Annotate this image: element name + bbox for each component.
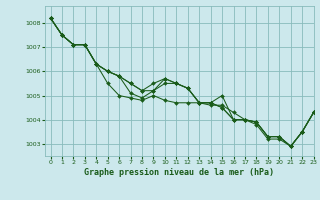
X-axis label: Graphe pression niveau de la mer (hPa): Graphe pression niveau de la mer (hPa): [84, 168, 274, 177]
